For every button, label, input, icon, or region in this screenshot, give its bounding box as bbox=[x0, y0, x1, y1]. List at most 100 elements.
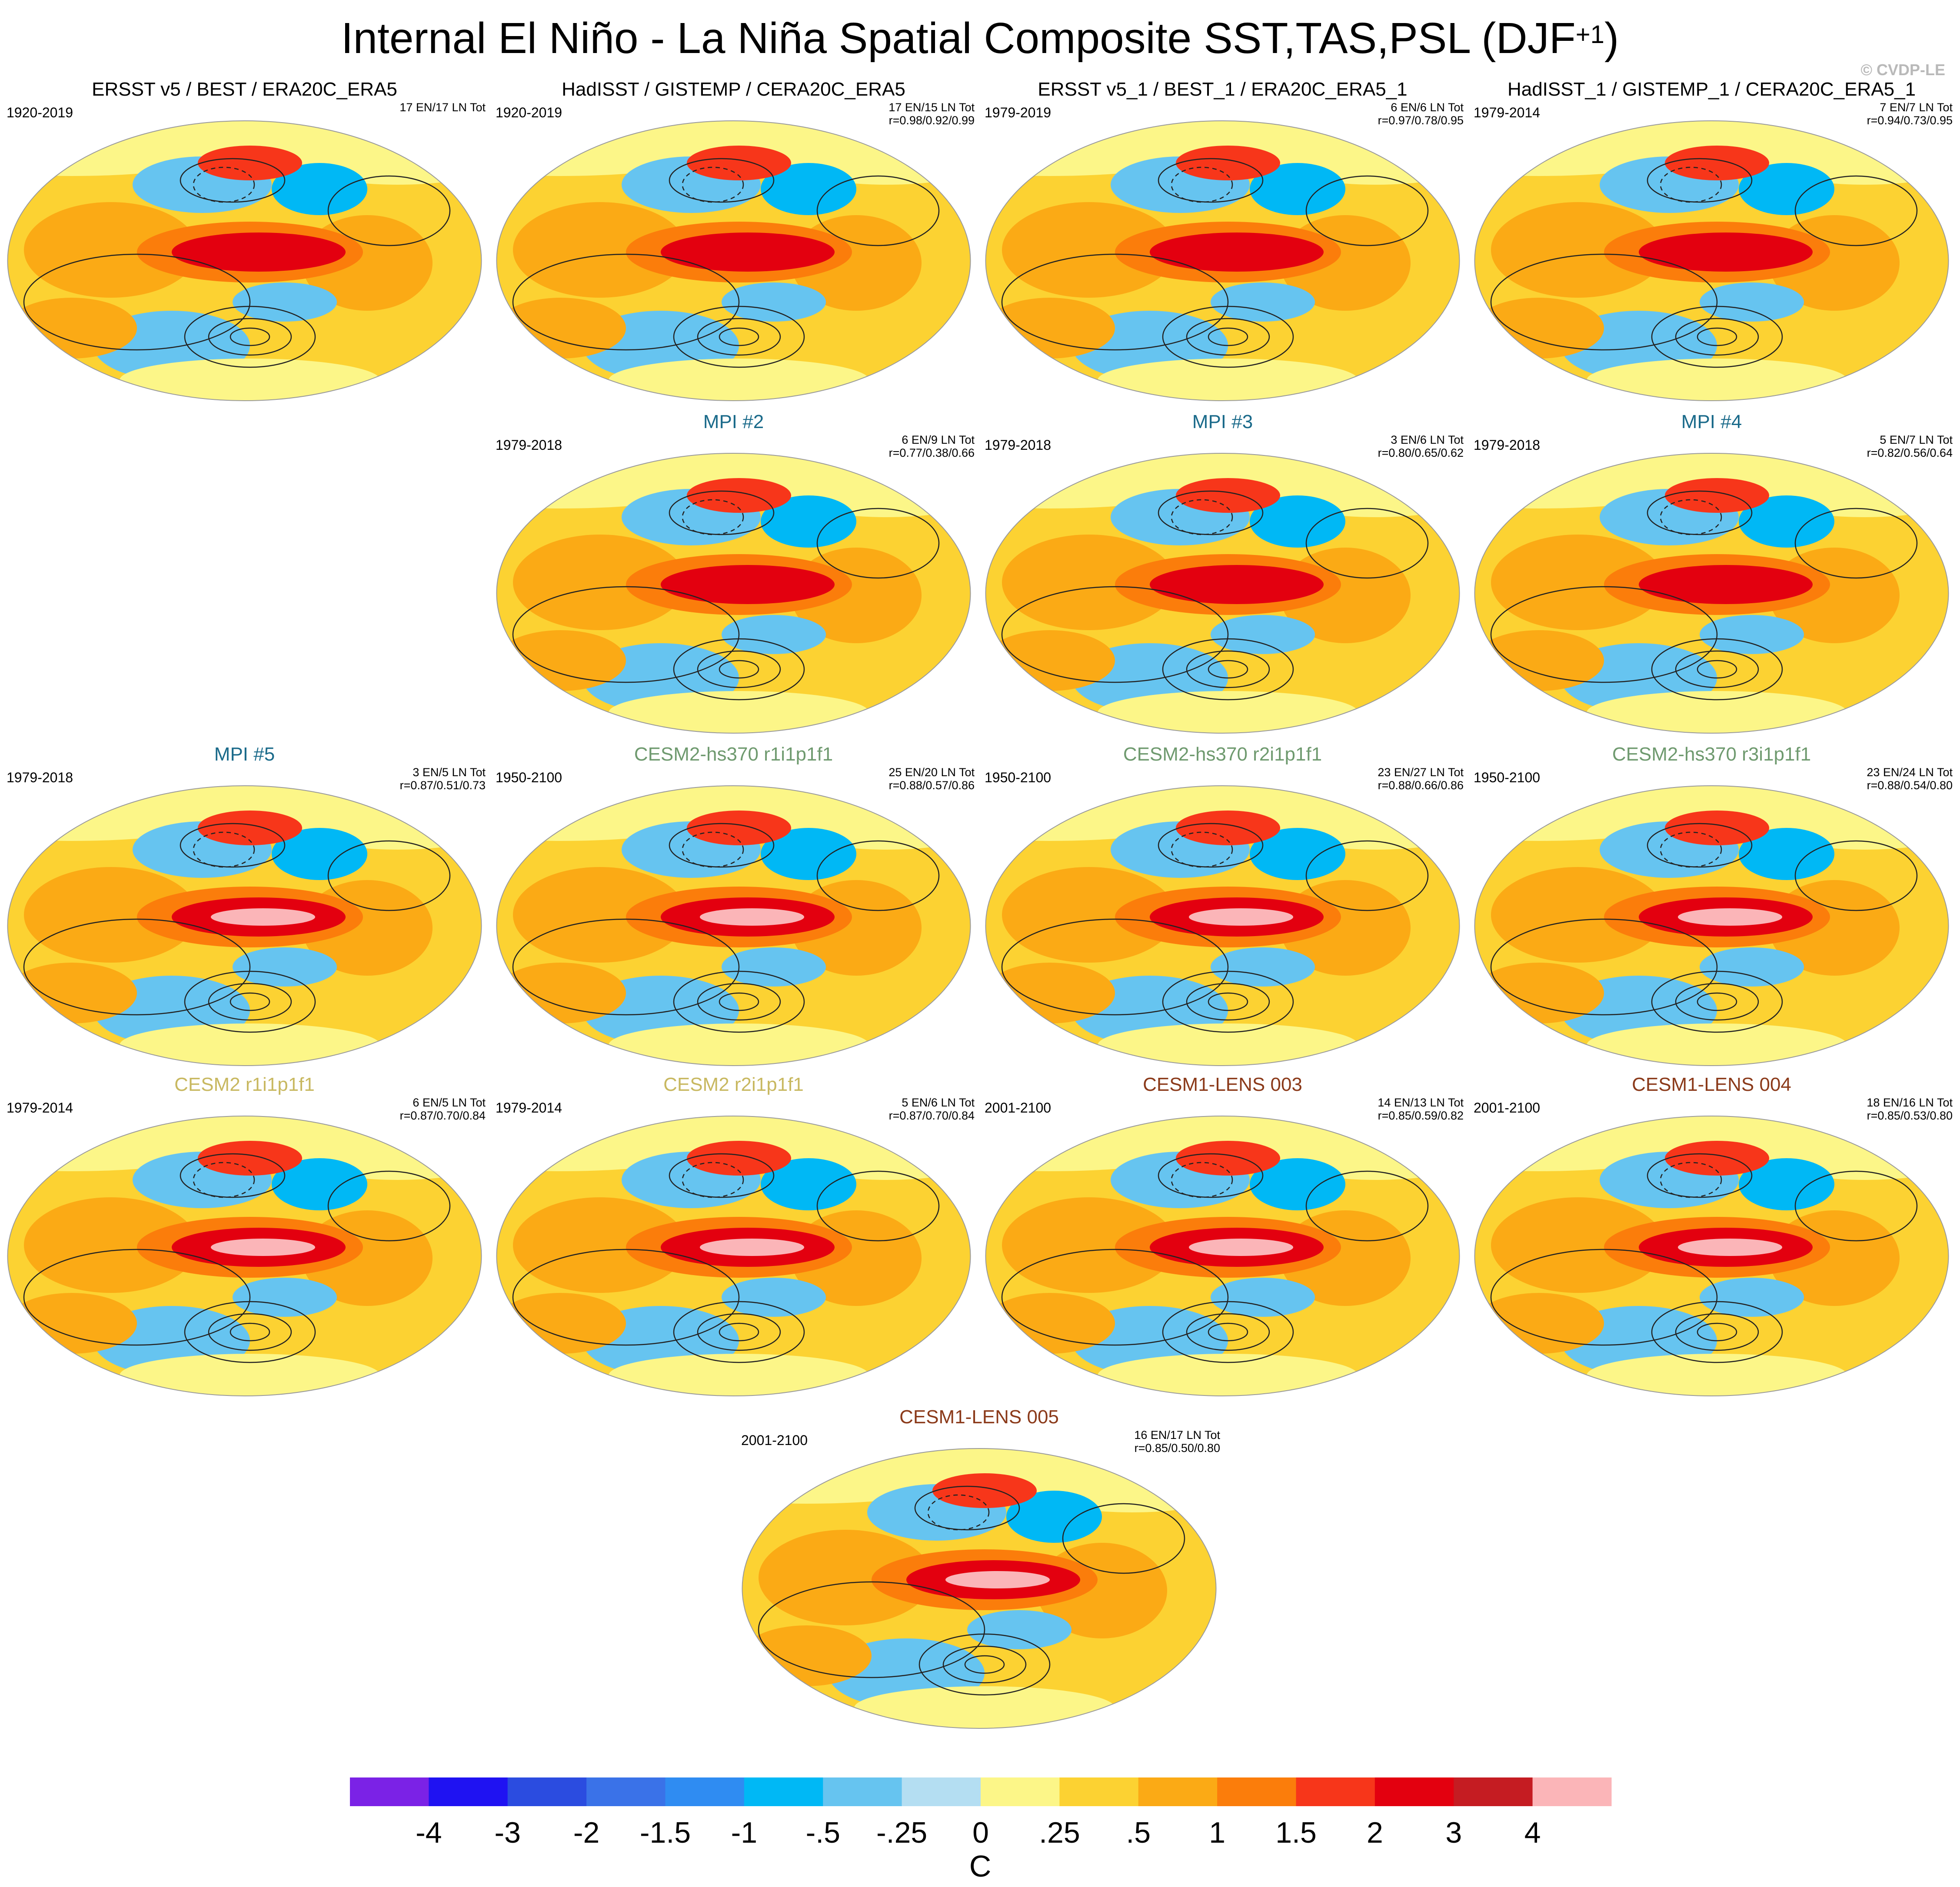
composite-map bbox=[985, 785, 1460, 1066]
field-region bbox=[1739, 828, 1834, 880]
field-region bbox=[272, 1158, 367, 1210]
field-region bbox=[1700, 947, 1804, 987]
colorbar-swatch bbox=[902, 1777, 981, 1806]
colorbar-swatch bbox=[665, 1777, 745, 1806]
field-region bbox=[1250, 1158, 1345, 1210]
field-region bbox=[198, 146, 302, 180]
panel-title: CESM2-hs370 r3i1p1f1 bbox=[1612, 744, 1811, 765]
field-region bbox=[722, 1278, 826, 1317]
psl-contour bbox=[1001, 586, 1229, 683]
field-region bbox=[609, 1354, 869, 1396]
panel-counts: 3 EN/5 LN Tot r=0.87/0.51/0.73 bbox=[400, 766, 486, 792]
panel-period: 1979-2018 bbox=[496, 437, 562, 453]
psl-contour bbox=[1647, 823, 1753, 868]
colorbar-tick-label: 1 bbox=[1209, 1816, 1225, 1849]
panel-period: 1950-2100 bbox=[496, 770, 562, 785]
map-outline bbox=[1474, 453, 1949, 734]
panel-period: 1979-2018 bbox=[7, 770, 73, 785]
map-panel: CESM1-LENS 005 2001-2100 16 EN/17 LN Tot r=… bbox=[735, 1406, 1224, 1736]
psl-contour bbox=[669, 1153, 775, 1198]
psl-contour bbox=[697, 983, 781, 1021]
colorbar-tick-label: -.25 bbox=[876, 1816, 927, 1849]
field-region bbox=[1250, 495, 1345, 548]
field-region bbox=[1250, 828, 1345, 880]
field-region bbox=[1002, 202, 1176, 298]
panel-period: 1979-2018 bbox=[985, 437, 1052, 453]
composite-map bbox=[742, 1448, 1217, 1729]
map-outline bbox=[7, 785, 482, 1066]
colorbar-tick-label: 2 bbox=[1367, 1816, 1383, 1849]
pattern-correlation: r=0.87/0.70/0.84 bbox=[888, 1109, 975, 1122]
map-panel: CESM2-hs370 r2i1p1f1 1950-2100 23 EN/27 LN… bbox=[978, 743, 1467, 1073]
composite-map bbox=[1474, 1116, 1949, 1396]
pattern-correlation: r=0.88/0.66/0.86 bbox=[1378, 779, 1464, 792]
panel-title: CESM1-LENS 005 bbox=[899, 1406, 1059, 1428]
pattern-correlation: r=0.98/0.92/0.99 bbox=[888, 114, 975, 127]
map-outline bbox=[742, 1448, 1217, 1729]
colorbar-tick-label: 1.5 bbox=[1275, 1816, 1317, 1849]
colorbar-swatch bbox=[586, 1777, 666, 1806]
pattern-correlation: r=0.82/0.56/0.64 bbox=[1867, 446, 1953, 459]
psl-contour bbox=[1675, 983, 1759, 1021]
map-outline bbox=[1474, 120, 1949, 401]
psl-contour bbox=[816, 840, 940, 911]
psl-contour bbox=[1794, 1170, 1918, 1242]
warm-tongue-core bbox=[1150, 565, 1324, 604]
colorbar-tick-label: -2 bbox=[573, 1816, 599, 1849]
psl-contour bbox=[230, 1322, 270, 1342]
event-counts: 6 EN/9 LN Tot bbox=[902, 433, 975, 446]
colorbar-swatch bbox=[507, 1777, 587, 1806]
psl-contour bbox=[1697, 660, 1737, 679]
panel-counts: 6 EN/6 LN Tot r=0.97/0.78/0.95 bbox=[1378, 101, 1464, 127]
psl-contour-negative bbox=[193, 831, 255, 868]
psl-contour bbox=[512, 253, 740, 351]
psl-contour bbox=[1794, 508, 1918, 579]
panel-title: CESM2 r2i1p1f1 bbox=[663, 1074, 804, 1095]
psl-contour bbox=[1186, 983, 1270, 1021]
field-region bbox=[609, 359, 869, 401]
figure-title: Internal El Niño - La Niña Spatial Compo… bbox=[341, 14, 1619, 63]
pattern-correlation: r=0.85/0.53/0.80 bbox=[1867, 1109, 1953, 1122]
field-region bbox=[761, 163, 856, 215]
field-region bbox=[513, 535, 687, 630]
psl-contour bbox=[816, 508, 940, 579]
psl-contour bbox=[1675, 650, 1759, 688]
psl-contour bbox=[669, 490, 775, 535]
panel-period: 1979-2014 bbox=[1474, 105, 1541, 120]
colorbar-swatch bbox=[1454, 1777, 1533, 1806]
panel-counts: 17 EN/15 LN Tot r=0.98/0.92/0.99 bbox=[888, 101, 975, 127]
map-panel: CESM2 r2i1p1f1 1979-2014 5 EN/6 LN Tot r=0.… bbox=[489, 1073, 978, 1404]
field-region bbox=[687, 478, 791, 513]
psl-contour bbox=[180, 158, 286, 203]
warm-tongue-peak bbox=[1189, 908, 1293, 926]
field-region bbox=[120, 1023, 380, 1066]
field-region bbox=[120, 359, 380, 401]
event-counts: 16 EN/17 LN Tot bbox=[1134, 1429, 1220, 1442]
psl-contour bbox=[1490, 586, 1718, 683]
map-panel: CESM1-LENS 003 2001-2100 14 EN/13 LN Tot r=… bbox=[978, 1073, 1467, 1404]
field-region bbox=[24, 1197, 198, 1293]
psl-contour bbox=[1158, 823, 1264, 868]
psl-contour-negative bbox=[1171, 499, 1233, 535]
panel-title: ERSST v5_1 / BEST_1 / ERA20C_ERA5_1 bbox=[1038, 79, 1408, 100]
psl-contour-negative bbox=[927, 1494, 990, 1531]
warm-tongue-core bbox=[661, 565, 835, 604]
field-region bbox=[1665, 478, 1769, 513]
psl-contour bbox=[1490, 1249, 1718, 1346]
map-outline bbox=[496, 785, 971, 1066]
map-panel: MPI #4 1979-2018 5 EN/7 LN Tot r=0.82/0.56/… bbox=[1467, 411, 1956, 741]
panel-title: CESM1-LENS 003 bbox=[1143, 1074, 1302, 1095]
panel-counts: 7 EN/7 LN Tot r=0.94/0.73/0.95 bbox=[1867, 101, 1953, 127]
event-counts: 3 EN/6 LN Tot bbox=[1391, 433, 1464, 446]
panel-period: 1950-2100 bbox=[985, 770, 1052, 785]
panel-title: MPI #2 bbox=[703, 411, 764, 432]
psl-contour bbox=[914, 1485, 1020, 1531]
field-region bbox=[1739, 163, 1834, 215]
colorbar-swatch bbox=[1217, 1777, 1296, 1806]
field-region bbox=[761, 1158, 856, 1210]
map-outline bbox=[985, 120, 1460, 401]
psl-contour bbox=[964, 1655, 1005, 1674]
colorbar-swatch bbox=[1532, 1777, 1612, 1806]
field-region bbox=[722, 615, 826, 654]
map-panel: ERSST v5_1 / BEST_1 / ERA20C_ERA5_1 1979-… bbox=[978, 78, 1467, 409]
